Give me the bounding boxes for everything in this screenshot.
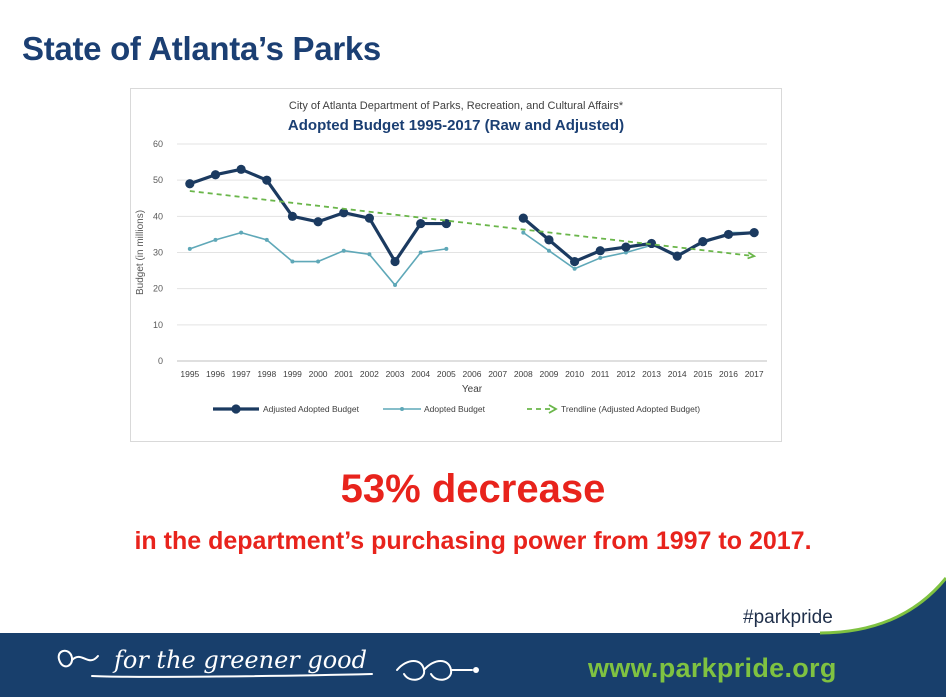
headline-stat: 53% decrease [340, 467, 606, 511]
legend-label-raw: Adopted Budget [424, 404, 486, 414]
x-tick-label: 2013 [642, 369, 661, 379]
legend-arrow-trend [548, 404, 558, 414]
x-axis-label: Year [462, 384, 483, 395]
raw-series-point [367, 252, 372, 257]
budget-chart: City of Atlanta Department of Parks, Rec… [130, 88, 782, 442]
adjusted-series-point [621, 242, 631, 252]
footer-navy-shape [0, 578, 946, 697]
adjusted-series-point [313, 217, 323, 227]
x-tick-label: 2009 [539, 369, 558, 379]
adjusted-series-point [544, 235, 554, 245]
raw-series-point [521, 230, 526, 235]
adjusted-series-point [723, 229, 734, 240]
tagline-text: for the greener good [112, 646, 367, 674]
adjusted-series-point [570, 256, 580, 267]
x-tick-label: 1999 [283, 369, 302, 379]
raw-series-point [572, 266, 577, 271]
y-axis-label: Budget (in millions) [135, 210, 146, 295]
trendline [189, 190, 755, 258]
x-tick-label: 2000 [309, 369, 328, 379]
x-tick-label: 2017 [745, 369, 764, 379]
website-url: www.parkpride.org [588, 653, 837, 683]
raw-series-point [264, 237, 269, 242]
x-tick-label: 2002 [360, 369, 379, 379]
legend-marker-raw [400, 407, 404, 411]
y-tick-label: 10 [153, 320, 163, 330]
x-tick-label: 2011 [591, 369, 610, 379]
y-tick-label: 20 [153, 284, 163, 294]
y-tick-label: 30 [153, 248, 163, 258]
headline-subtext: in the department’s purchasing power fro… [134, 527, 812, 555]
x-tick-label: 2008 [514, 369, 533, 379]
footer-green-curve [819, 577, 946, 635]
adjusted-series-point [672, 251, 682, 261]
legend-label-trend: Trendline (Adjusted Adopted Budget) [561, 404, 700, 414]
adjusted-series-point [364, 213, 374, 223]
legend-label-adjusted: Adjusted Adopted Budget [263, 404, 360, 414]
adjusted-series-line [522, 216, 755, 264]
footer-band [0, 577, 946, 697]
x-tick-label: 1998 [257, 369, 276, 379]
x-tick-label: 2006 [463, 369, 482, 379]
x-tick-label: 2007 [488, 369, 507, 379]
adjusted-series-point [646, 238, 657, 249]
adjusted-series-point [236, 164, 246, 174]
raw-series-point [187, 246, 192, 251]
adjusted-series-point [185, 179, 195, 189]
raw-series-point [444, 246, 449, 251]
adjusted-series-point [749, 228, 759, 238]
y-tick-label: 0 [158, 356, 163, 366]
x-tick-label: 2014 [668, 369, 687, 379]
chart-supertitle: City of Atlanta Department of Parks, Rec… [289, 100, 624, 112]
x-tick-label: 1996 [206, 369, 225, 379]
adjusted-series-point [262, 175, 272, 185]
y-tick-label: 60 [153, 139, 163, 149]
hashtag: #parkpride [743, 607, 833, 628]
x-tick-label: 2001 [334, 369, 353, 379]
x-tick-label: 2003 [386, 369, 405, 379]
adjusted-series-point [390, 256, 400, 267]
raw-series-point [546, 248, 551, 253]
x-tick-label: 2016 [719, 369, 738, 379]
chart-svg: City of Atlanta Department of Parks, Rec… [135, 100, 767, 414]
adjusted-series-point [339, 208, 349, 218]
raw-series-point [418, 250, 423, 255]
x-tick-label: 2012 [616, 369, 635, 379]
adjusted-series-point [210, 170, 221, 180]
x-tick-label: 2005 [437, 369, 456, 379]
y-tick-label: 40 [153, 211, 163, 221]
adjusted-series-point [416, 218, 426, 229]
raw-series-point [393, 283, 398, 288]
x-tick-label: 1995 [180, 369, 199, 379]
tagline-script-logo: for the greener good [57, 646, 479, 681]
legend-marker-adjusted [231, 404, 241, 414]
raw-series-point [213, 237, 218, 242]
x-tick-label: 2010 [565, 369, 584, 379]
raw-series-point [290, 259, 295, 264]
raw-series-point [341, 248, 346, 253]
adjusted-series-point [595, 246, 605, 256]
raw-series-point [598, 255, 603, 260]
x-tick-label: 2015 [693, 369, 712, 379]
x-tick-label: 1997 [232, 369, 251, 379]
y-tick-label: 50 [153, 175, 163, 185]
adjusted-series-point [441, 218, 451, 229]
adjusted-series-point [287, 211, 298, 221]
adjusted-series-point [698, 237, 708, 247]
x-tick-label: 2004 [411, 369, 430, 379]
raw-series-point [316, 259, 321, 264]
slide-title: State of Atlanta’s Parks [22, 30, 381, 67]
adjusted-series-point [518, 213, 528, 223]
raw-series-point [239, 230, 244, 235]
trendline-arrowhead [747, 251, 757, 260]
chart-title: Adopted Budget 1995-2017 (Raw and Adjust… [288, 117, 624, 134]
